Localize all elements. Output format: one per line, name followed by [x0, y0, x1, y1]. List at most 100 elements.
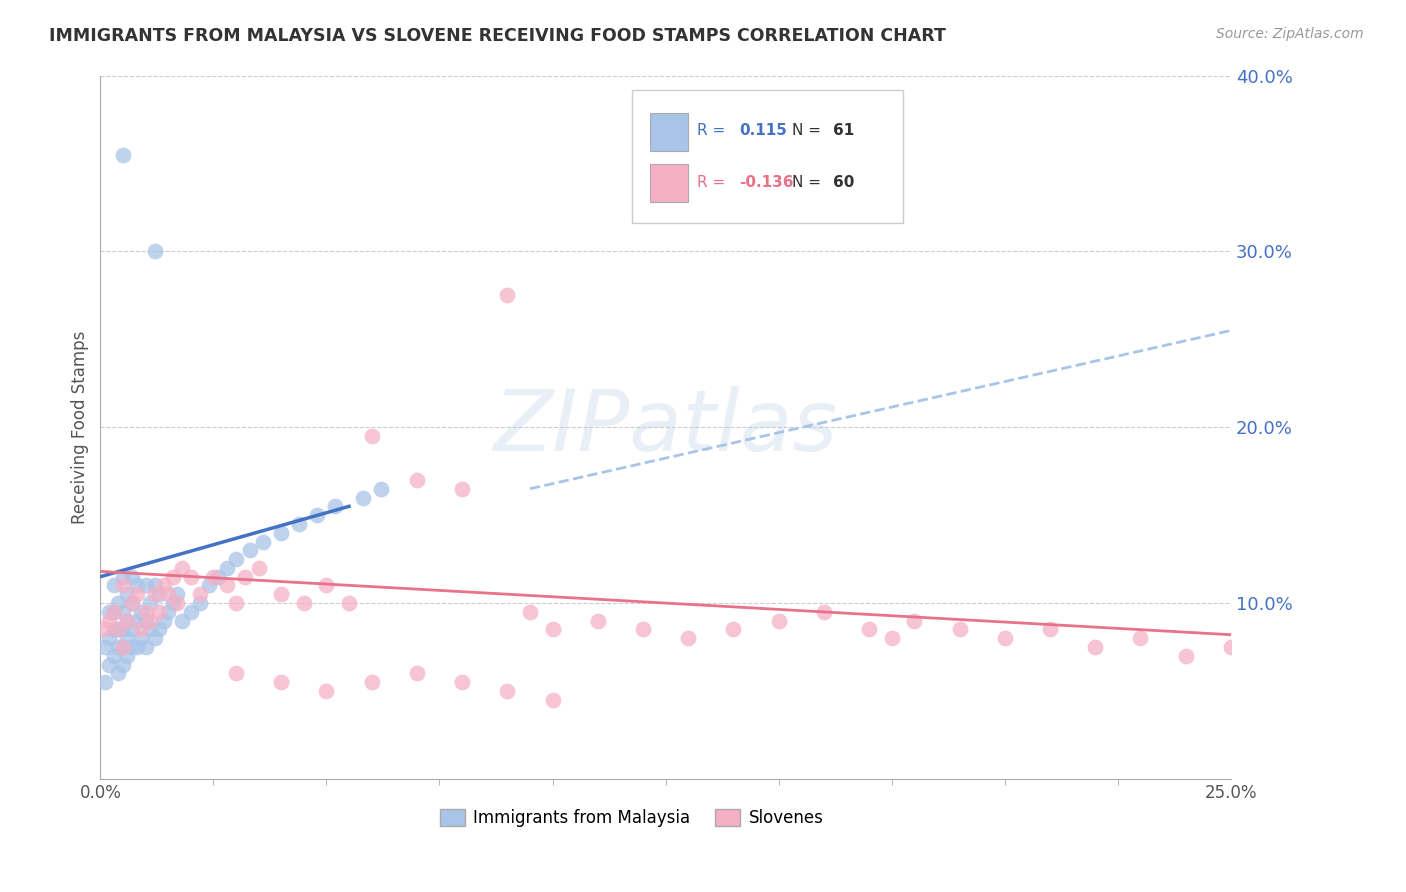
Point — [111, 570, 134, 584]
Point — [117, 614, 139, 628]
FancyBboxPatch shape — [650, 164, 688, 202]
Point — [880, 632, 903, 646]
Point — [360, 429, 382, 443]
Point — [225, 666, 247, 681]
Point — [129, 632, 152, 646]
Point — [180, 570, 202, 584]
Point — [270, 525, 292, 540]
Point — [337, 596, 360, 610]
Point — [370, 482, 392, 496]
Point — [180, 605, 202, 619]
Point — [135, 605, 157, 619]
Point — [111, 640, 134, 654]
Point — [948, 623, 970, 637]
Point — [352, 491, 374, 505]
Text: R =: R = — [697, 123, 725, 138]
Point — [270, 675, 292, 690]
Point — [586, 614, 609, 628]
Point — [111, 605, 134, 619]
Point — [247, 561, 270, 575]
Point — [139, 596, 162, 610]
Point — [1084, 640, 1107, 654]
Point — [143, 244, 166, 259]
Point — [107, 596, 129, 610]
Point — [107, 640, 129, 654]
Point — [117, 648, 139, 663]
Text: 0.115: 0.115 — [740, 123, 787, 138]
Point — [723, 623, 745, 637]
Point — [98, 657, 121, 672]
Text: 60: 60 — [832, 175, 855, 190]
Point — [103, 578, 125, 592]
Point — [170, 614, 193, 628]
Point — [121, 623, 143, 637]
Point — [107, 623, 129, 637]
Point — [292, 596, 315, 610]
Point — [188, 596, 211, 610]
Point — [519, 605, 541, 619]
Legend: Immigrants from Malaysia, Slovenes: Immigrants from Malaysia, Slovenes — [433, 803, 830, 834]
Point — [1174, 648, 1197, 663]
Text: R =: R = — [697, 175, 725, 190]
Point — [103, 623, 125, 637]
FancyBboxPatch shape — [631, 89, 903, 223]
Point — [125, 614, 148, 628]
Point — [98, 614, 121, 628]
Point — [162, 570, 184, 584]
FancyBboxPatch shape — [650, 112, 688, 151]
Point — [188, 587, 211, 601]
Point — [198, 578, 221, 592]
Point — [94, 640, 117, 654]
Point — [135, 578, 157, 592]
Point — [202, 570, 225, 584]
Text: Source: ZipAtlas.com: Source: ZipAtlas.com — [1216, 27, 1364, 41]
Point — [111, 578, 134, 592]
Point — [121, 570, 143, 584]
Point — [1129, 632, 1152, 646]
Point — [152, 614, 174, 628]
Point — [107, 623, 129, 637]
Point — [121, 596, 143, 610]
Point — [143, 587, 166, 601]
Point — [360, 675, 382, 690]
Point — [111, 640, 134, 654]
Point — [252, 534, 274, 549]
Point — [496, 684, 519, 698]
Point — [496, 288, 519, 302]
Point — [94, 623, 117, 637]
Point — [143, 632, 166, 646]
Point — [225, 552, 247, 566]
Point — [117, 614, 139, 628]
Point — [215, 578, 238, 592]
Point — [233, 570, 256, 584]
Point — [406, 666, 429, 681]
Point — [1039, 623, 1062, 637]
Point — [315, 578, 337, 592]
Point — [139, 614, 162, 628]
Text: N =: N = — [792, 175, 821, 190]
Point — [325, 500, 347, 514]
Point — [315, 684, 337, 698]
Point — [858, 623, 880, 637]
Text: ZIPatlas: ZIPatlas — [494, 385, 838, 468]
Point — [117, 587, 139, 601]
Point — [1219, 640, 1241, 654]
Point — [121, 596, 143, 610]
Point — [148, 605, 170, 619]
Point — [157, 587, 180, 601]
Point — [125, 578, 148, 592]
Point — [541, 623, 564, 637]
Text: IMMIGRANTS FROM MALAYSIA VS SLOVENE RECEIVING FOOD STAMPS CORRELATION CHART: IMMIGRANTS FROM MALAYSIA VS SLOVENE RECE… — [49, 27, 946, 45]
Point — [148, 623, 170, 637]
Point — [451, 675, 474, 690]
Point — [270, 587, 292, 601]
Point — [129, 623, 152, 637]
Point — [166, 587, 188, 601]
Point — [143, 578, 166, 592]
Point — [170, 561, 193, 575]
Point — [207, 570, 229, 584]
Point — [117, 632, 139, 646]
Point — [994, 632, 1017, 646]
Point — [162, 596, 184, 610]
Point — [94, 675, 117, 690]
